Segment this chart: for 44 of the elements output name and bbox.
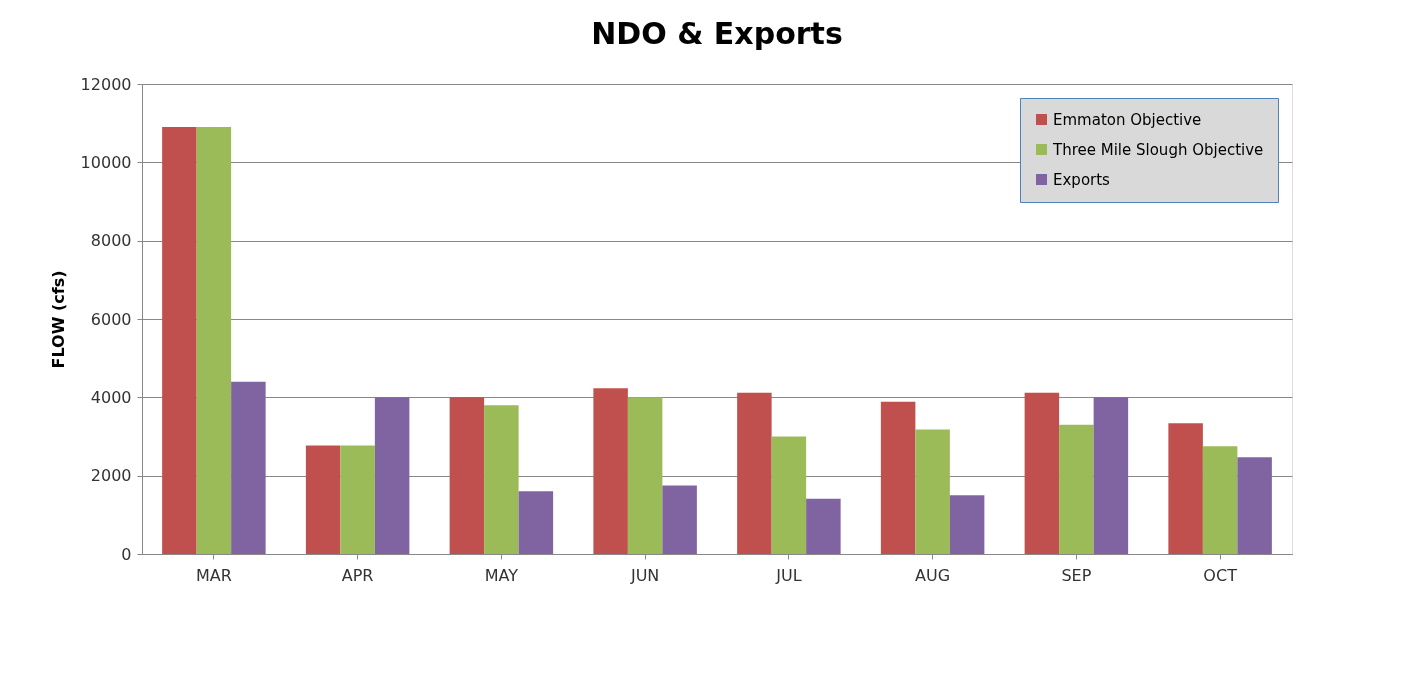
bar bbox=[1024, 392, 1060, 554]
chart-title: NDO & Exports bbox=[591, 16, 843, 51]
bar bbox=[162, 127, 197, 554]
bar bbox=[593, 388, 628, 554]
y-tick-label: 6000 bbox=[90, 309, 132, 329]
y-axis-title: FLOW (cfs) bbox=[48, 270, 68, 369]
bar bbox=[340, 445, 375, 554]
bar bbox=[1168, 423, 1203, 554]
bar bbox=[1202, 446, 1238, 554]
bar bbox=[737, 392, 772, 554]
x-tick-label: JUL bbox=[775, 565, 802, 585]
x-tick-label: AUG bbox=[915, 565, 951, 585]
bar bbox=[305, 445, 341, 554]
bar bbox=[374, 397, 410, 554]
x-tick-label: MAR bbox=[195, 565, 232, 585]
y-tick-label: 12000 bbox=[80, 74, 132, 94]
legend-label: Three Mile Slough Objective bbox=[1052, 140, 1264, 159]
y-tick-label: 2000 bbox=[90, 466, 132, 486]
bar bbox=[771, 436, 807, 554]
legend-label: Exports bbox=[1053, 170, 1111, 189]
x-tick-label: SEP bbox=[1061, 565, 1092, 585]
bar bbox=[518, 491, 554, 554]
bar bbox=[880, 401, 916, 554]
bar bbox=[1059, 424, 1094, 554]
bar bbox=[231, 381, 266, 554]
x-tick-label: OCT bbox=[1203, 565, 1238, 585]
x-tick-label: JUN bbox=[629, 565, 660, 585]
bar bbox=[449, 397, 485, 554]
y-tick-label: 8000 bbox=[90, 231, 132, 251]
bar bbox=[627, 397, 663, 554]
bar bbox=[662, 485, 697, 554]
bar bbox=[1237, 457, 1272, 554]
bar bbox=[949, 495, 985, 554]
x-tick-label: MAY bbox=[484, 565, 519, 585]
y-tick-label: 0 bbox=[121, 544, 132, 564]
bar bbox=[806, 498, 841, 554]
y-tick-label: 4000 bbox=[90, 387, 132, 407]
bar bbox=[915, 429, 950, 554]
bar bbox=[196, 127, 232, 554]
x-tick-label: APR bbox=[341, 565, 374, 585]
y-tick-label: 10000 bbox=[80, 152, 132, 172]
bar bbox=[1093, 397, 1129, 554]
legend-label: Emmaton Objective bbox=[1053, 110, 1202, 129]
bar bbox=[484, 405, 519, 554]
